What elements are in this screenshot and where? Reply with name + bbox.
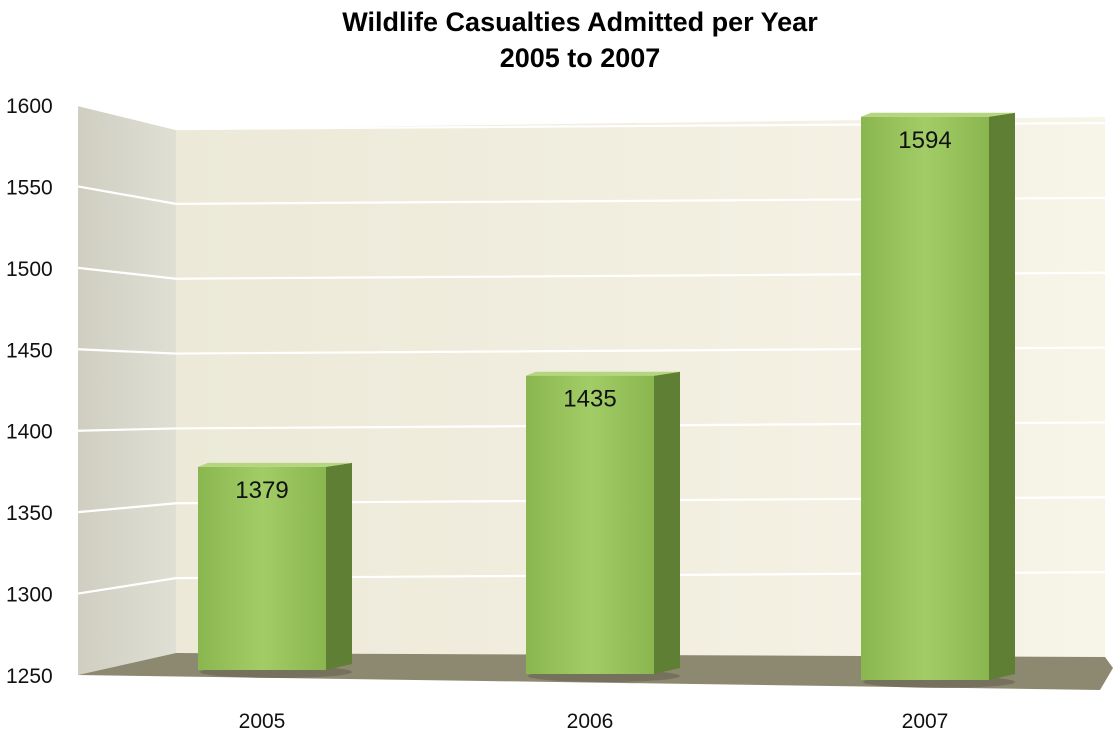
- bar: [861, 116, 989, 681]
- y-tick-label: 1550: [6, 176, 53, 199]
- gridline: [77, 185, 1106, 205]
- x-tick-label: 2006: [567, 710, 614, 733]
- bar-side: [989, 112, 1015, 681]
- gridline: [77, 346, 1106, 355]
- chart-subtitle: 2005 to 2007: [500, 43, 661, 73]
- bar-group-2005: 1379: [198, 462, 352, 678]
- bar-group-2007: 1594: [861, 112, 1015, 688]
- y-tick-label: 1450: [6, 339, 53, 362]
- chart-title: Wildlife Casualties Admitted per Year: [342, 7, 818, 37]
- gridline: [77, 103, 1106, 131]
- bar-side: [654, 371, 680, 674]
- bar: [526, 375, 654, 674]
- y-tick-label: 1250: [6, 665, 53, 688]
- plot-area: 1250 1300 1350 1400 1450 1500 1550 1600 1379 2005…: [6, 95, 1113, 733]
- y-tick-label: 1600: [6, 95, 53, 118]
- bar-side: [326, 462, 352, 670]
- y-tick-label: 1300: [6, 584, 53, 607]
- gridline: [77, 266, 1106, 280]
- x-tick-label: 2005: [239, 710, 286, 733]
- side-wall: [78, 105, 176, 675]
- bar: [198, 466, 326, 670]
- bar-value-label: 1435: [563, 386, 616, 413]
- bar-group-2006: 1435: [526, 371, 680, 682]
- y-tick-label: 1500: [6, 258, 53, 281]
- y-tick-label: 1400: [6, 421, 53, 444]
- gridline: [77, 421, 1106, 432]
- x-tick-label: 2007: [902, 710, 949, 733]
- bar-value-label: 1379: [235, 477, 288, 504]
- gridline: [77, 571, 1106, 595]
- gridline: [77, 496, 1106, 514]
- bar-top: [861, 112, 1015, 117]
- bar-top: [198, 462, 352, 467]
- bar-value-label: 1594: [898, 127, 951, 154]
- bar-top: [526, 371, 680, 376]
- y-tick-label: 1350: [6, 502, 53, 525]
